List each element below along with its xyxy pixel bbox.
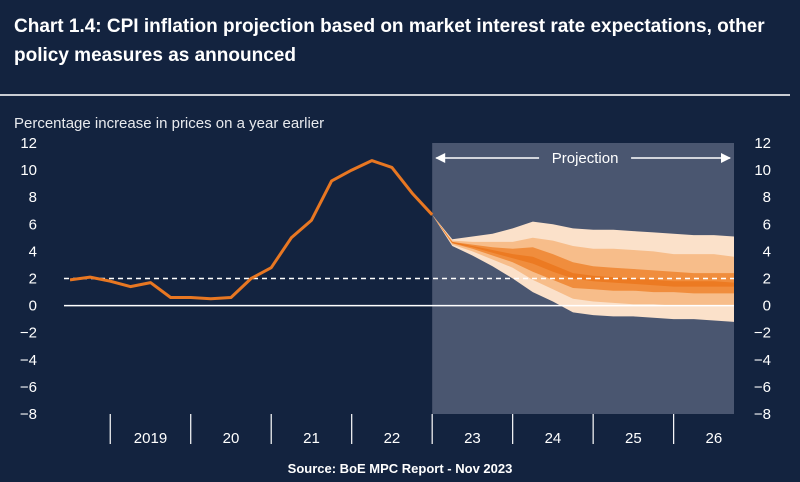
y-tick-left: 8 [29,189,37,206]
y-tick-left: 12 [20,135,37,152]
y-tick-left: −4 [20,352,37,369]
y-tick-left: 0 [29,298,37,315]
y-tick-right: −4 [754,352,771,369]
x-tick-label: 24 [545,430,562,447]
x-tick-label: 20 [223,430,240,447]
y-tick-right: −6 [754,379,771,396]
y-tick-right: 0 [763,298,771,315]
projection-arrowhead-right [721,153,731,163]
cpi-chart: Percentage increase in prices on a year … [14,115,771,447]
x-tick-label: 2019 [134,430,167,447]
y-tick-left: −2 [20,325,37,342]
x-tick-label: 21 [303,430,320,447]
y-tick-left: 2 [29,271,37,288]
x-tick-label: 25 [625,430,642,447]
chart-title: Chart 1.4: CPI inflation projection base… [14,16,765,66]
y-tick-right: 2 [763,271,771,288]
y-tick-right: 4 [763,243,771,260]
y-tick-left: −8 [20,406,37,423]
x-tick-label: 22 [384,430,401,447]
y-axis-label: Percentage increase in prices on a year … [14,115,324,132]
y-tick-left: 4 [29,243,37,260]
y-tick-right: −8 [754,406,771,423]
source-note: Source: BoE MPC Report - Nov 2023 [287,461,513,476]
projection-arrowhead-left [435,153,446,163]
y-tick-left: 10 [20,162,37,179]
fan-band-inner [432,214,734,294]
cpi-line [69,159,434,301]
title-divider [0,94,790,96]
x-tick-label: 26 [706,430,723,447]
projection-label: Projection [552,150,619,167]
x-tick-label: 23 [464,430,481,447]
y-tick-right: 8 [763,189,771,206]
y-tick-right: 12 [754,135,771,152]
y-tick-right: −2 [754,325,771,342]
y-tick-right: 10 [754,162,771,179]
y-tick-left: −6 [20,379,37,396]
y-tick-left: 6 [29,216,37,233]
fan-band-center [432,214,734,287]
y-tick-right: 6 [763,216,771,233]
